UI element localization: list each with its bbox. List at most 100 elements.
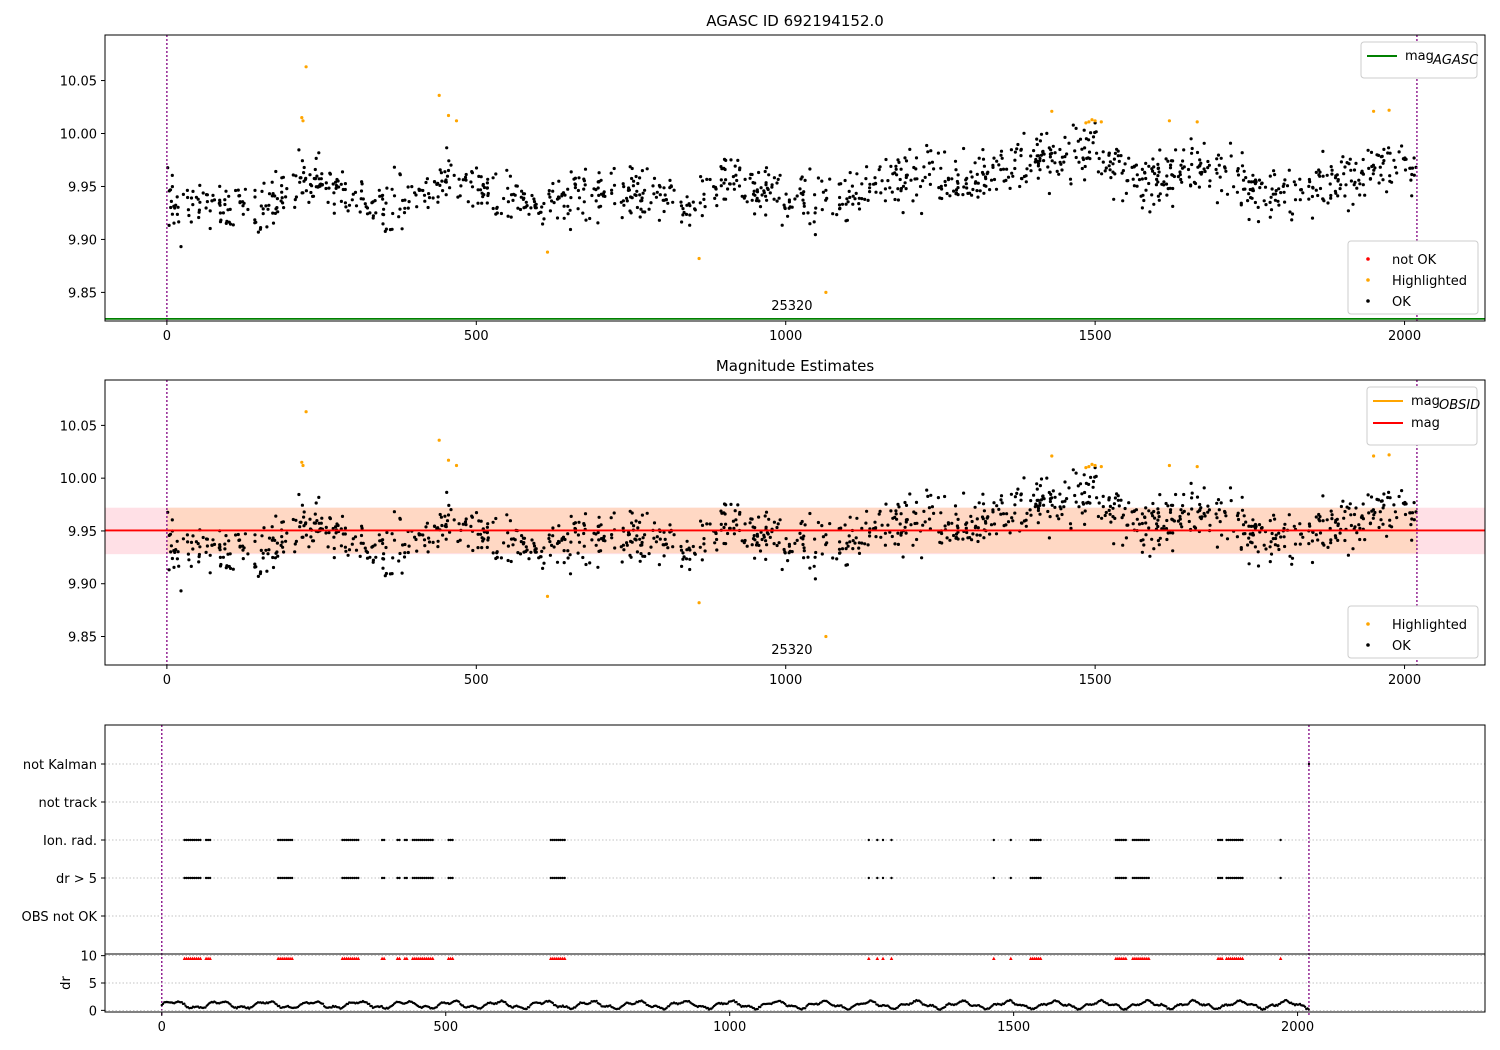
flag-point — [1118, 876, 1122, 880]
legend-label: not OK — [1392, 253, 1437, 268]
data-point — [1274, 536, 1278, 541]
data-point — [1386, 495, 1390, 500]
data-point — [1247, 524, 1251, 528]
data-point — [573, 186, 578, 190]
flag-point — [1227, 876, 1230, 880]
data-point — [427, 196, 432, 200]
data-point — [1006, 175, 1011, 179]
data-point — [529, 550, 533, 554]
data-point — [476, 188, 480, 192]
data-point — [1140, 550, 1144, 554]
data-point — [541, 566, 545, 571]
data-point — [378, 194, 382, 198]
data-point — [297, 492, 301, 497]
data-point — [173, 206, 177, 210]
data-point — [1229, 154, 1233, 158]
data-point — [679, 544, 683, 549]
data-point — [735, 178, 739, 183]
data-point — [787, 206, 791, 210]
data-point — [314, 501, 318, 505]
data-point — [1361, 171, 1365, 175]
data-point — [427, 192, 431, 196]
data-point — [205, 193, 209, 197]
data-point — [799, 191, 803, 195]
legend-box — [1347, 240, 1479, 315]
data-point — [612, 511, 616, 515]
data-point — [943, 179, 947, 184]
data-point — [679, 200, 683, 204]
flag-point — [449, 838, 452, 842]
data-point — [1268, 174, 1272, 178]
data-point — [1240, 164, 1245, 168]
data-point — [426, 205, 430, 210]
data-point — [1250, 196, 1254, 200]
data-point — [894, 167, 898, 171]
data-point — [1010, 171, 1014, 175]
data-point — [377, 188, 381, 192]
data-point — [915, 537, 919, 542]
data-point — [1349, 513, 1353, 517]
data-point — [630, 166, 634, 171]
data-point — [763, 514, 767, 518]
data-point — [753, 212, 757, 216]
data-point — [1208, 523, 1212, 527]
data-point — [685, 539, 689, 543]
data-point — [266, 552, 270, 556]
data-point — [751, 192, 756, 196]
flag-point — [382, 876, 386, 880]
data-point — [837, 527, 841, 531]
data-point — [186, 208, 190, 212]
data-point — [1218, 520, 1222, 524]
data-point — [170, 518, 174, 522]
data-point — [1147, 509, 1151, 513]
data-point — [620, 216, 624, 220]
data-point — [851, 539, 855, 543]
data-point — [847, 189, 851, 193]
data-point — [1131, 177, 1135, 181]
data-point — [899, 533, 903, 537]
data-point — [729, 502, 733, 506]
data-point — [211, 538, 215, 542]
data-point — [622, 548, 626, 552]
data-point — [965, 186, 969, 190]
data-point — [705, 177, 709, 181]
data-point — [314, 156, 318, 160]
data-point — [374, 211, 378, 215]
data-point — [1150, 537, 1154, 541]
data-point — [343, 526, 347, 530]
data-point — [1087, 150, 1092, 154]
dr-point — [1010, 999, 1013, 1002]
data-point — [186, 552, 190, 556]
data-point — [1310, 539, 1314, 543]
data-point — [1390, 525, 1394, 529]
data-point — [845, 541, 849, 545]
data-point — [1119, 154, 1123, 158]
data-point — [1274, 189, 1278, 193]
data-point — [1083, 509, 1087, 513]
flag-point — [283, 876, 286, 880]
data-point — [1215, 516, 1219, 520]
data-point — [495, 211, 499, 215]
flag-point — [396, 838, 399, 842]
data-point — [282, 550, 286, 554]
data-point — [700, 179, 705, 183]
data-point — [1081, 157, 1086, 162]
data-point — [253, 539, 257, 544]
data-point — [506, 214, 510, 218]
data-point — [508, 174, 512, 178]
data-point — [860, 182, 864, 186]
data-point — [1176, 519, 1180, 523]
data-point — [238, 544, 242, 548]
data-point — [540, 549, 544, 554]
data-point — [205, 537, 209, 541]
data-point — [276, 554, 280, 558]
data-point — [764, 213, 768, 217]
data-point — [1174, 492, 1178, 497]
data-point — [1142, 198, 1146, 203]
chart-title: AGASC ID 692194152.0 — [706, 12, 884, 30]
flag-point — [351, 876, 354, 880]
data-point — [654, 540, 659, 544]
data-point — [377, 533, 381, 537]
data-point — [680, 220, 684, 224]
data-point — [1277, 531, 1281, 535]
